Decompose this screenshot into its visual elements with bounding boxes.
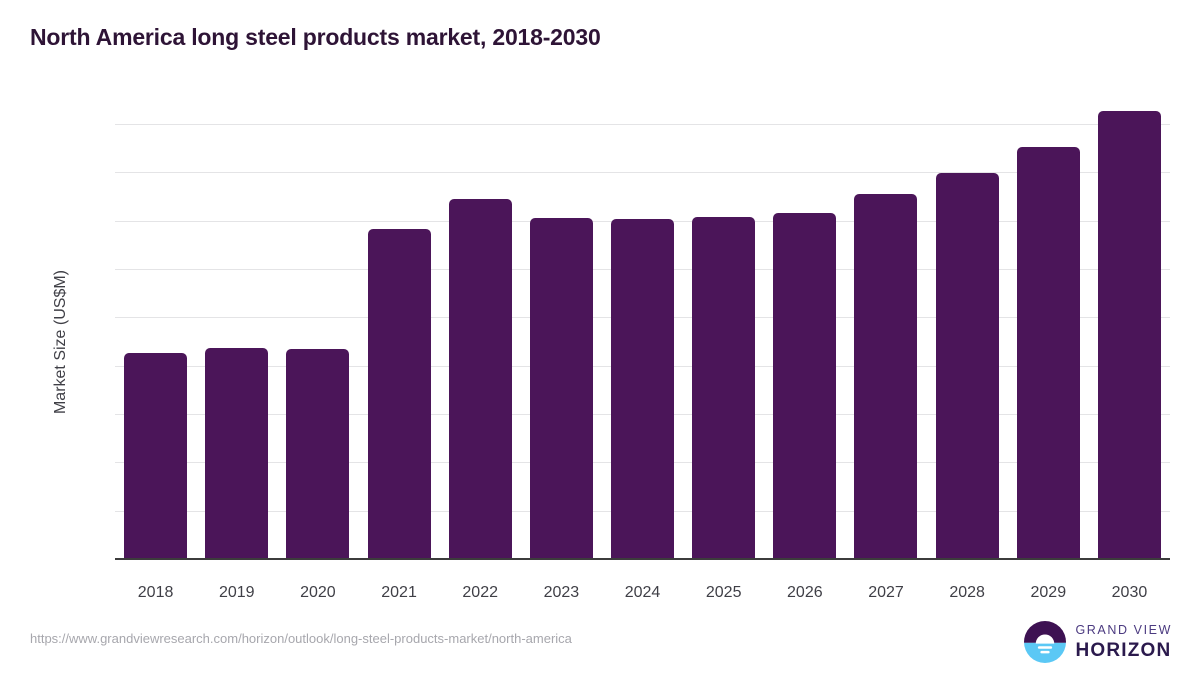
bar[interactable] [692, 216, 756, 559]
bar[interactable] [205, 348, 269, 559]
bar[interactable] [529, 217, 593, 559]
x-axis-tick-label: 2018 [137, 584, 174, 601]
brand-logo[interactable]: GRAND VIEW HORIZON [1024, 620, 1172, 664]
x-axis-line [115, 558, 1170, 560]
page-title: North America long steel products market… [30, 24, 601, 50]
source-url[interactable]: https://www.grandviewresearch.com/horizo… [30, 631, 572, 646]
bar[interactable] [1016, 147, 1080, 559]
bar-group: 2019 [196, 124, 277, 601]
brand-logo-text: GRAND VIEW HORIZON [1075, 624, 1172, 660]
x-axis-tick-label: 2024 [624, 584, 661, 601]
bar-group: 2029 [1008, 124, 1089, 601]
sun-horizon-icon [1024, 621, 1067, 663]
y-axis-title: Market Size (US$M) [52, 269, 69, 414]
bar-group: 2024 [602, 124, 683, 601]
gridline [115, 124, 1170, 125]
x-axis-tick-label: 2021 [381, 584, 417, 601]
bar-group: 2028 [927, 124, 1008, 601]
bar[interactable] [448, 199, 512, 559]
gridline [115, 172, 1170, 174]
x-axis-tick-label: 2028 [949, 584, 985, 601]
brand-logo-line1: GRAND VIEW [1075, 623, 1172, 638]
bar[interactable] [611, 218, 675, 559]
bar[interactable] [286, 349, 350, 559]
x-axis-tick-label: 2029 [1030, 584, 1067, 601]
x-axis-tick-label: 2025 [705, 584, 742, 601]
plot-area: Market Size (US$M) 010k20k30k40k50k60k70… [52, 111, 1170, 601]
bar[interactable] [773, 212, 837, 559]
bar[interactable] [935, 173, 999, 559]
bar-group: 2025 [683, 124, 764, 601]
x-axis-tick-label: 2030 [1111, 584, 1148, 601]
x-axis-tick-label: 2022 [462, 584, 498, 601]
x-axis-tick-label: 2026 [787, 584, 823, 601]
bar-group: 2030 [1089, 111, 1170, 601]
x-axis-tick-label: 2027 [868, 584, 904, 601]
x-axis-tick-label: 2019 [218, 584, 255, 601]
bar[interactable] [124, 352, 188, 559]
x-axis-tick-label: 2020 [300, 584, 336, 601]
bar-group: 2026 [764, 124, 845, 601]
bar[interactable] [1097, 111, 1161, 559]
bar-series: 2018 2019 2020 2021 2022 2023 2024 2025 2026 2027… [115, 111, 1170, 601]
brand-logo-line2: HORIZON [1075, 639, 1172, 661]
bar[interactable] [854, 193, 918, 559]
bar[interactable] [367, 229, 431, 559]
x-axis-tick-label: 2023 [543, 584, 580, 601]
bar-group: 2023 [521, 124, 602, 601]
bar-group: 2021 [358, 124, 439, 601]
bar-group: 2027 [845, 124, 926, 601]
bar-group: 2022 [440, 124, 521, 601]
bar-group: 2020 [277, 124, 358, 601]
bar-group: 2018 [115, 124, 196, 601]
